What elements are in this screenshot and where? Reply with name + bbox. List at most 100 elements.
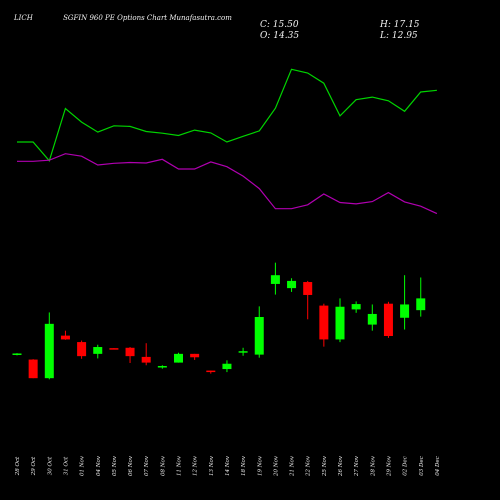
candle — [222, 360, 232, 373]
x-axis-labels: 28 Oct 29 Oct 30 Oct 31 Oct 01 Nov 04 Nov 05 N… — [15, 455, 441, 477]
x-tick-label: 13 Nov — [209, 455, 215, 476]
mid-indicator-line — [17, 153, 438, 215]
candle — [28, 359, 38, 379]
candle — [367, 304, 377, 331]
candle-body — [303, 282, 313, 295]
candle — [238, 347, 248, 356]
open-row: O: 14.35 — [260, 31, 299, 42]
x-tick-label: 21 Nov — [290, 455, 296, 477]
x-tick-label: 31 Oct — [63, 456, 69, 475]
low-row: L: 12.95 — [380, 31, 420, 42]
chart-title: SGFIN 960 PE Options Chart Munafasutra.c… — [63, 14, 232, 22]
x-tick-label: 01 Nov — [80, 455, 86, 476]
close-value: 15.50 — [272, 20, 299, 30]
candle — [44, 312, 54, 380]
candle-body — [77, 342, 87, 357]
candle — [335, 298, 345, 343]
ohlc-readout: C: 15.50 O: 14.35 — [260, 20, 299, 42]
candle — [174, 352, 183, 363]
x-tick-label: 18 Nov — [241, 455, 247, 476]
candles — [12, 262, 426, 380]
candle — [287, 278, 297, 292]
symbol-label: LICH — [14, 14, 33, 22]
x-tick-label: 29 Nov — [386, 455, 392, 477]
chart-header: LICH SGFIN 960 PE Options Chart Munafasu… — [14, 14, 232, 22]
x-tick-label: 26 Nov — [338, 455, 344, 477]
candle — [383, 301, 393, 338]
high-row: H: 17.15 — [380, 20, 420, 31]
candle-body — [60, 335, 70, 340]
hl-readout: H: 17.15 L: 12.95 — [380, 20, 420, 42]
candle-body — [270, 275, 280, 284]
candle-body — [335, 306, 345, 340]
x-tick-label: 28 Nov — [370, 455, 376, 477]
x-tick-label: 07 Nov — [144, 455, 150, 476]
candle — [125, 347, 135, 363]
candle-body — [12, 353, 22, 355]
candle-body — [157, 366, 167, 368]
candle-body — [238, 351, 248, 353]
x-tick-label: 04 Dec — [435, 456, 441, 476]
candle — [416, 277, 426, 317]
close-row: C: 15.50 — [260, 20, 299, 31]
x-tick-label: 25 Nov — [322, 455, 328, 477]
candle — [141, 343, 151, 366]
high-value: 17.15 — [393, 20, 420, 30]
candle-body — [319, 305, 329, 340]
candle-body — [222, 363, 232, 370]
candle — [206, 370, 216, 374]
x-tick-label: 27 Nov — [354, 455, 360, 477]
candle-body — [206, 370, 216, 373]
candle — [351, 301, 361, 313]
candle — [303, 280, 313, 320]
candle-body — [125, 347, 135, 357]
candle — [60, 330, 70, 340]
x-tick-label: 29 Oct — [31, 456, 37, 476]
x-tick-label: 20 Nov — [273, 455, 279, 477]
top-indicator-line — [17, 68, 437, 163]
x-tick-label: 11 Nov — [177, 455, 183, 476]
candle-body — [190, 353, 200, 358]
x-tick-label: 03 Dec — [419, 456, 425, 476]
x-tick-label: 04 Nov — [96, 455, 102, 476]
candle-body — [93, 347, 103, 354]
x-tick-label: 14 Nov — [225, 455, 231, 476]
candle-body — [28, 359, 38, 379]
candle — [400, 275, 410, 330]
low-value: 12.95 — [391, 31, 418, 41]
x-tick-label: 19 Nov — [257, 455, 263, 476]
candle — [270, 262, 280, 295]
candle — [109, 348, 119, 350]
candle-body — [400, 304, 410, 318]
x-tick-label: 30 Oct — [47, 456, 53, 475]
candle — [190, 353, 200, 360]
x-tick-label: 05 Nov — [112, 455, 118, 476]
candle-body — [367, 313, 377, 325]
open-value: 14.35 — [273, 31, 300, 41]
close-label: C: — [260, 20, 270, 30]
candle — [12, 353, 22, 356]
candle-body — [254, 317, 264, 355]
x-tick-label: 28 Oct — [15, 456, 21, 476]
x-tick-label: 22 Nov — [306, 455, 312, 477]
low-label: L: — [380, 31, 390, 41]
candle-body — [109, 348, 119, 350]
candle-body — [383, 303, 393, 336]
indicator-lines — [17, 68, 438, 215]
high-label: H: — [380, 20, 391, 30]
x-tick-label: 06 Nov — [128, 455, 134, 476]
candle-body — [141, 356, 151, 363]
x-tick-label: 12 Nov — [193, 455, 199, 476]
x-tick-label: 02 Dec — [403, 456, 409, 476]
open-label: O: — [260, 31, 271, 41]
candle-body — [351, 304, 361, 310]
candle-body — [44, 323, 54, 379]
candle-body — [416, 298, 426, 311]
candle — [77, 340, 87, 359]
candle — [319, 303, 329, 347]
candle — [93, 344, 103, 359]
candle-body — [174, 353, 183, 363]
candle-body — [287, 280, 297, 289]
candle — [157, 365, 167, 369]
